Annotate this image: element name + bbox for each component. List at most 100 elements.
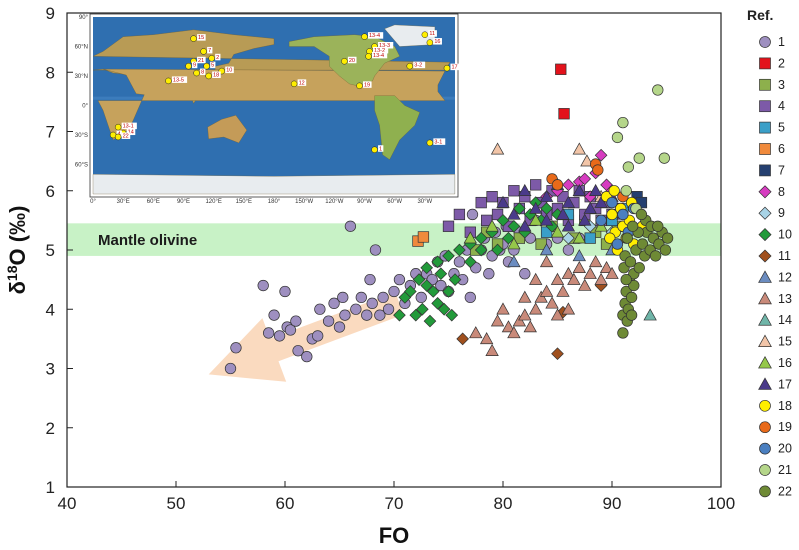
map-site-label: 22 <box>123 133 129 139</box>
point-ref-22 <box>627 220 639 232</box>
point-ref-22 <box>617 327 629 339</box>
point-ref-13 <box>556 284 570 297</box>
point-ref-11 <box>456 332 469 346</box>
map-site-label-bg <box>171 76 188 83</box>
legend-marker <box>759 121 771 134</box>
legend-label: 7 <box>778 163 785 177</box>
point-ref-10 <box>434 267 448 281</box>
legend-label: 22 <box>778 484 792 498</box>
map-site-label: 7 <box>208 48 211 54</box>
map-site-label-bg <box>197 56 206 64</box>
point-ref-13 <box>572 260 586 274</box>
point-ref-21 <box>622 161 634 173</box>
point-ref-1 <box>322 315 335 327</box>
legend-entry-8: 8 <box>758 185 785 199</box>
legend-marker <box>759 100 771 113</box>
map-lon-label: 30°W <box>417 199 432 205</box>
map-site-label-bg <box>121 132 131 139</box>
point-ref-17 <box>496 195 510 208</box>
point-ref-22 <box>621 232 633 244</box>
point-ref-17 <box>588 183 603 196</box>
point-ref-1 <box>328 297 340 309</box>
point-ref-17 <box>518 183 532 196</box>
point-ref-1 <box>393 273 406 286</box>
legend-entry-7: 7 <box>759 163 785 177</box>
map-site-label: 16 <box>434 39 440 45</box>
map-site-label: 17 <box>451 65 457 71</box>
map-site-label: 1 <box>379 146 382 152</box>
point-ref-18 <box>604 232 616 244</box>
point-ref-17 <box>561 195 576 208</box>
point-ref-16 <box>572 231 586 244</box>
legend-marker <box>758 377 772 390</box>
point-ref-13 <box>485 343 499 356</box>
legend-label: 21 <box>778 463 792 477</box>
point-ref-10 <box>393 308 406 322</box>
map-lat-label: 60°S <box>75 163 88 169</box>
y-axis-title-rest: O (‰) <box>5 206 30 266</box>
point-ref-1 <box>361 309 373 321</box>
legend-entry-4: 4 <box>759 99 785 113</box>
map-lat-label: 0° <box>82 104 88 110</box>
map-lon-label: 150°W <box>295 199 313 205</box>
point-ref-6 <box>417 231 430 243</box>
point-ref-10 <box>420 279 434 292</box>
legend-marker <box>758 249 772 263</box>
point-ref-22 <box>649 250 662 262</box>
point-ref-10 <box>491 243 504 257</box>
legend-entry-17: 17 <box>758 377 792 391</box>
legend-marker <box>759 442 771 455</box>
point-ref-16 <box>463 231 477 244</box>
point-ref-22 <box>620 273 632 286</box>
point-ref-21 <box>658 152 670 164</box>
point-ref-5 <box>584 232 596 244</box>
point-ref-12 <box>572 249 586 262</box>
point-ref-1 <box>466 208 479 221</box>
map-site-marker <box>356 82 363 90</box>
point-ref-13 <box>561 302 576 315</box>
point-ref-1 <box>337 291 349 304</box>
point-ref-1 <box>377 291 389 304</box>
point-ref-17 <box>556 207 570 220</box>
point-ref-9 <box>562 231 575 245</box>
map-lat-label: 30°N <box>75 74 88 80</box>
point-ref-13 <box>518 308 532 321</box>
legend-marker <box>758 270 772 283</box>
point-ref-21 <box>652 84 664 96</box>
point-ref-16 <box>485 219 499 232</box>
point-ref-4 <box>442 220 455 232</box>
map-site-marker <box>426 139 434 147</box>
point-ref-19 <box>551 179 564 191</box>
legend-marker <box>759 57 771 70</box>
legend-entry-21: 21 <box>759 463 792 477</box>
legend-marker <box>759 485 771 498</box>
point-ref-10 <box>423 314 437 328</box>
y-axis-title-sup: 18 <box>4 265 20 281</box>
map-site-label-bg <box>212 71 221 78</box>
point-ref-10 <box>448 273 462 286</box>
point-ref-1 <box>562 244 575 256</box>
point-ref-1 <box>292 345 304 357</box>
map-lon-label: 150°E <box>236 199 252 205</box>
point-ref-13 <box>594 272 608 285</box>
point-ref-17 <box>529 201 543 214</box>
map-site-marker <box>190 35 197 42</box>
legend-label: 10 <box>778 228 792 242</box>
map-site-label: 2 <box>216 55 219 61</box>
point-ref-4 <box>453 208 466 221</box>
point-ref-10 <box>513 202 526 215</box>
point-ref-1 <box>364 273 376 286</box>
map-site-label: 12 <box>299 80 305 86</box>
point-ref-1 <box>333 321 346 333</box>
legend-marker <box>758 355 772 369</box>
point-ref-17 <box>594 195 608 208</box>
point-ref-13 <box>578 278 592 291</box>
point-ref-22 <box>652 220 664 232</box>
y-tick-label: 1 <box>46 478 55 497</box>
series-21 <box>611 84 670 215</box>
legend-marker <box>758 185 772 199</box>
y-tick-label: 6 <box>46 182 55 201</box>
point-ref-1 <box>350 303 362 315</box>
map-site-label-bg <box>450 63 460 71</box>
point-ref-17 <box>518 219 532 232</box>
